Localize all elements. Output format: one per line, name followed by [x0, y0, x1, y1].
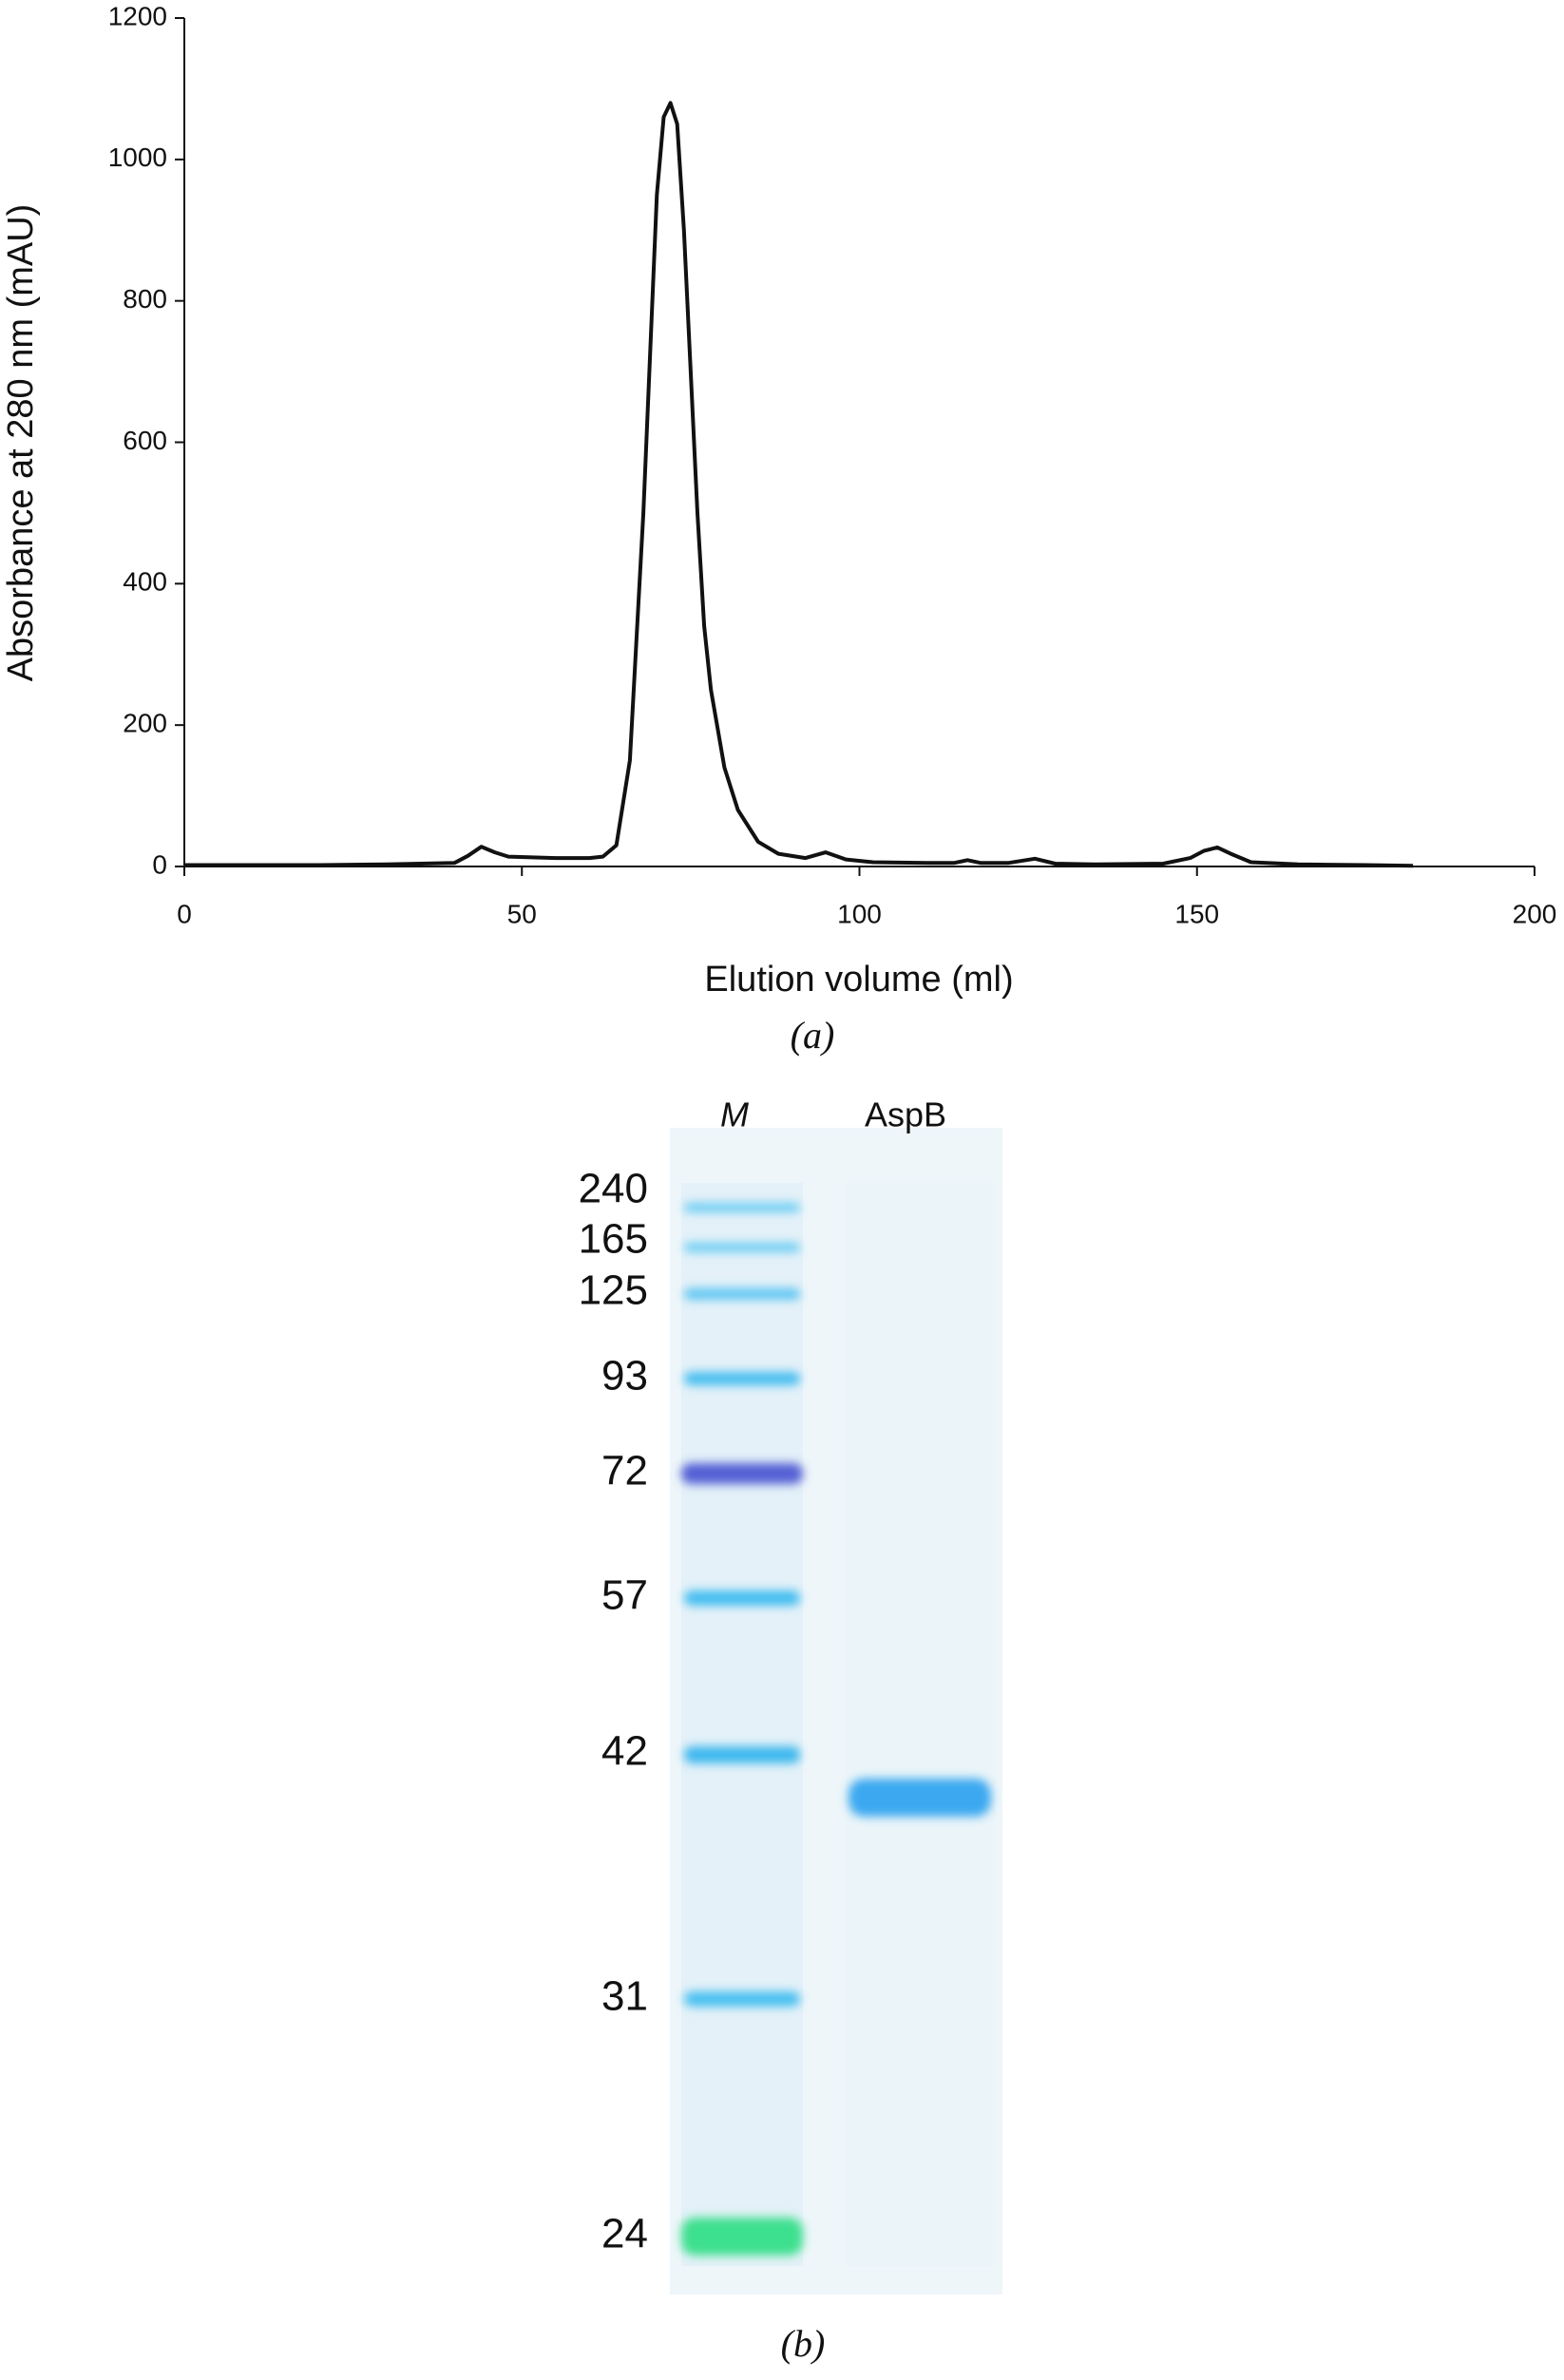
marker-label: 125	[579, 1267, 648, 1314]
band	[681, 1463, 803, 1484]
x-tick-label: 50	[507, 899, 537, 928]
marker-label: 31	[601, 1973, 648, 2020]
band	[684, 1203, 800, 1212]
marker-label: 72	[601, 1448, 648, 1495]
y-tick-label: 800	[123, 284, 167, 314]
x-axis-title: Elution volume (ml)	[704, 960, 1013, 1000]
y-tick-label: 600	[123, 426, 167, 455]
lane	[846, 1183, 996, 2266]
band	[684, 1288, 800, 1300]
gel	[670, 1128, 1002, 2294]
caption: (b)	[781, 2322, 826, 2365]
marker-label: 93	[601, 1353, 648, 1399]
y-axis-title: Absorbance at 280 nm (mAU)	[1, 204, 41, 682]
marker-label: 165	[579, 1216, 648, 1263]
band	[684, 1590, 800, 1606]
y-tick-label: 1000	[108, 143, 167, 172]
x-tick-label: 100	[837, 899, 882, 928]
marker-label: 42	[601, 1728, 648, 1775]
lane	[681, 1183, 803, 2266]
band	[684, 1372, 800, 1385]
marker-label: 24	[601, 2211, 648, 2257]
x-tick-label: 200	[1513, 899, 1557, 928]
y-tick-label: 400	[123, 567, 167, 597]
band	[684, 1991, 800, 2007]
lane-label: M	[720, 1095, 749, 1134]
marker-label: 240	[579, 1166, 648, 1212]
y-tick-label: 0	[152, 849, 167, 879]
band	[684, 1746, 800, 1763]
x-tick-label: 150	[1174, 899, 1219, 928]
band	[849, 1779, 991, 1817]
y-tick-label: 200	[123, 709, 167, 738]
caption: (a)	[791, 1014, 835, 1057]
marker-label: 57	[601, 1572, 648, 1619]
lane-label: AspB	[865, 1095, 946, 1134]
line	[184, 101, 1414, 868]
y-tick-label: 1200	[108, 1, 167, 30]
band	[684, 1243, 800, 1252]
x-tick-label: 0	[177, 899, 192, 928]
band	[681, 2218, 803, 2256]
bands	[681, 1203, 991, 2256]
